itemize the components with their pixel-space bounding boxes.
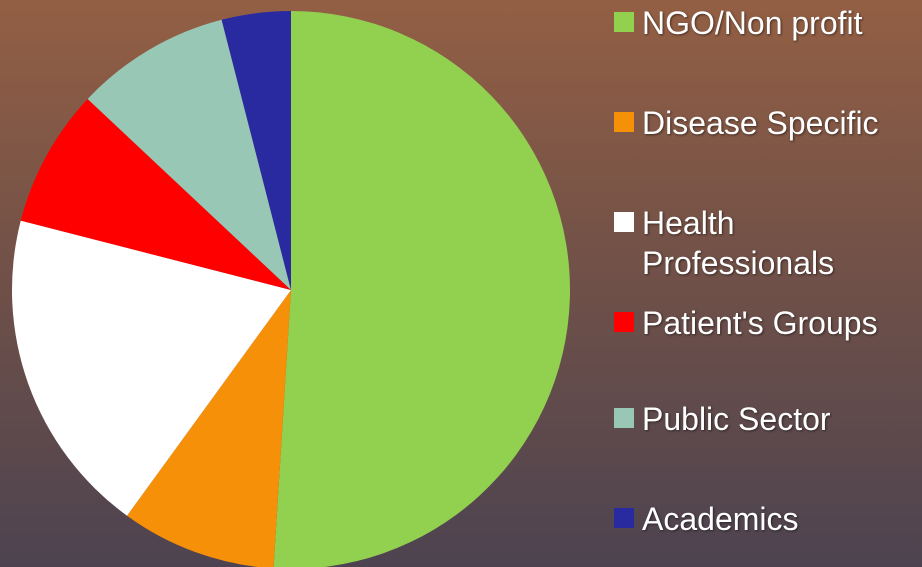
pie-slice [11,220,291,516]
legend-item: Public Sector [614,399,920,439]
pie-slice [127,290,291,567]
legend-label: Academics [642,501,799,537]
legend-item: Health Professionals [614,203,920,283]
legend-swatch [614,508,634,528]
pie-slice [221,11,291,290]
legend-label: Disease Specific [642,105,879,141]
legend-swatch [614,312,634,332]
legend-label: Public Sector [642,401,831,437]
legend-label: Health Professionals [642,205,835,281]
legend-label: NGO/Non profit [642,5,863,41]
legend-item: Academics [614,499,920,539]
pie-slice [20,99,292,291]
legend-item: Disease Specific [614,103,920,143]
pie-slice [87,19,291,291]
pie-slice [273,11,571,567]
legend-swatch [614,212,634,232]
legend-swatch [614,112,634,132]
legend-label: Patient's Groups [642,305,878,341]
legend-item: NGO/Non profit [614,3,920,43]
legend-swatch [614,408,634,428]
legend-item: Patient's Groups [614,303,920,343]
legend-swatch [614,12,634,32]
